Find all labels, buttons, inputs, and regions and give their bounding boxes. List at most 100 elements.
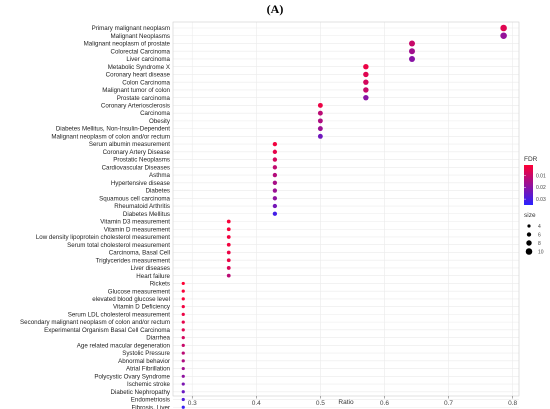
category-label: Rickets [150,281,170,288]
category-label: Serum LDL cholesterol measurement [68,311,171,318]
category-label: Rheumatoid Arthritis [114,203,170,210]
category-label: Colon Carcinoma [122,79,170,86]
category-label: Secondary malignant neoplasm of colon an… [20,319,170,326]
data-point [181,390,185,394]
color-legend-tick-label: 0.01 [536,173,546,179]
plot-background [173,22,519,396]
category-label: Age related macular degeneration [77,342,171,349]
category-label: Prostate carcinoma [117,95,171,102]
data-point [317,102,323,108]
size-legend-items: 4 6 8 10 [525,224,544,255]
plot-border [172,21,520,397]
data-point [272,149,278,154]
data-point [181,297,185,301]
data-point [226,219,231,224]
category-label: Diabetic Nephropathy [110,389,170,396]
data-point [181,374,185,378]
size-legend-label: 4 [538,224,541,230]
category-label: Triglycerides measurement [96,257,171,264]
category-label: Serum total cholesterol measurement [67,242,170,249]
category-label: Heart failure [136,273,170,280]
grid-lines [173,22,519,408]
data-point [272,172,278,178]
data-point [408,40,415,47]
color-legend-tick-label: 0.03 [536,197,546,203]
data-point [181,305,185,309]
category-label: Atrial Fibrillation [126,366,171,373]
x-axis-title: Ratio [338,399,354,406]
data-point [181,397,185,402]
category-label: Liver diseases [130,265,170,272]
data-point [226,258,231,263]
color-legend-tick-label: 0.02 [536,185,546,191]
category-label: Experimental Organism Basal Cell Carcino… [44,327,170,334]
data-point [226,227,231,232]
data-point [272,203,278,209]
data-point [408,48,415,55]
category-label: Systolic Pressure [122,350,170,357]
color-legend-bar [524,165,533,205]
category-label: elevated blood glucose level [92,296,170,303]
data-point [363,63,369,70]
data-point [363,87,369,93]
data-point [272,165,278,170]
category-label: Squamous cell carcinoma [99,195,170,202]
data-point [181,320,185,324]
category-label: Low density lipoprotein cholesterol meas… [36,234,170,241]
data-point [363,94,369,101]
category-label: Prostatic Neoplasms [113,157,170,164]
data-point [226,235,231,239]
category-label: Vitamin D Deficiency [113,304,171,311]
category-label: Glucose measurement [108,288,171,295]
data-point [181,343,185,347]
data-point [181,336,185,340]
size-legend: size 4 6 8 10 [524,212,544,255]
category-label: Liver carcinoma [126,56,170,63]
data-point [363,71,369,78]
size-legend-label: 6 [538,232,541,238]
data-point [408,55,415,62]
data-point [317,118,323,124]
data-point [272,196,278,201]
color-legend-title: FDR [524,156,538,163]
x-tick-label: 0.4 [252,400,261,407]
size-legend-title: size [524,212,536,219]
category-label: Colorectal Carcinoma [111,48,171,55]
x-tick-label: 0.8 [508,400,517,407]
data-point [181,281,185,286]
size-legend-dot [526,232,532,237]
category-label: Vitamin D3 measurement [100,219,170,226]
category-label: Hypertensive disease [111,180,171,187]
data-point [181,328,185,332]
color-legend: FDR 0.01 0.02 0.03 [524,156,546,205]
category-label: Carcinoma [140,110,170,117]
size-legend-dot [525,248,533,255]
color-legend-ticks: 0.01 0.02 0.03 [524,173,546,203]
data-point [272,141,278,147]
data-point [226,266,231,270]
category-label: Vitamin D measurement [104,226,171,233]
data-point [272,157,278,162]
data-point [317,110,323,116]
category-label: Metabolic Syndrome X [108,64,170,71]
data-point [363,79,369,85]
category-label: Asthma [149,172,171,179]
category-label: Coronary Arteriosclerosis [101,103,170,110]
size-legend-label: 8 [538,241,541,247]
category-label: Diabetes [146,188,170,195]
data-point [181,289,185,293]
data-point [272,211,278,216]
points-layer [181,24,507,409]
category-label: Diabetes Mellitus [123,211,170,218]
category-label: Coronary Artery Disease [103,149,171,156]
data-point [181,366,185,371]
category-label: Cardiovascular Diseases [102,164,170,171]
category-label: Abnormal behavior [118,358,170,365]
size-legend-label: 10 [538,249,544,255]
category-label: Fibrosis, Liver [131,404,170,409]
category-label: Malignant neoplasm of prostate [84,41,171,48]
panel-label: (A) [267,2,284,16]
category-label: Malignant Neoplasms [111,33,171,40]
category-label: Malignant tumor of colon [102,87,170,94]
category-label: Ischemic stroke [127,381,171,388]
